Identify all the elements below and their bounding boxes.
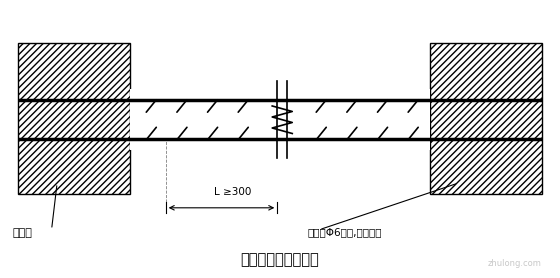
Text: L ≥300: L ≥300 — [214, 187, 251, 197]
Text: zhulong.com: zhulong.com — [488, 259, 542, 268]
Text: 结构柱: 结构柱 — [12, 228, 32, 238]
Bar — [129, 90, 431, 150]
Text: 墙内置Φ6钢筋,贯通全长: 墙内置Φ6钢筋,贯通全长 — [308, 228, 382, 238]
Text: 拉结筋与结构柱作法: 拉结筋与结构柱作法 — [241, 253, 319, 268]
Bar — [18, 43, 129, 194]
Bar — [431, 43, 542, 194]
